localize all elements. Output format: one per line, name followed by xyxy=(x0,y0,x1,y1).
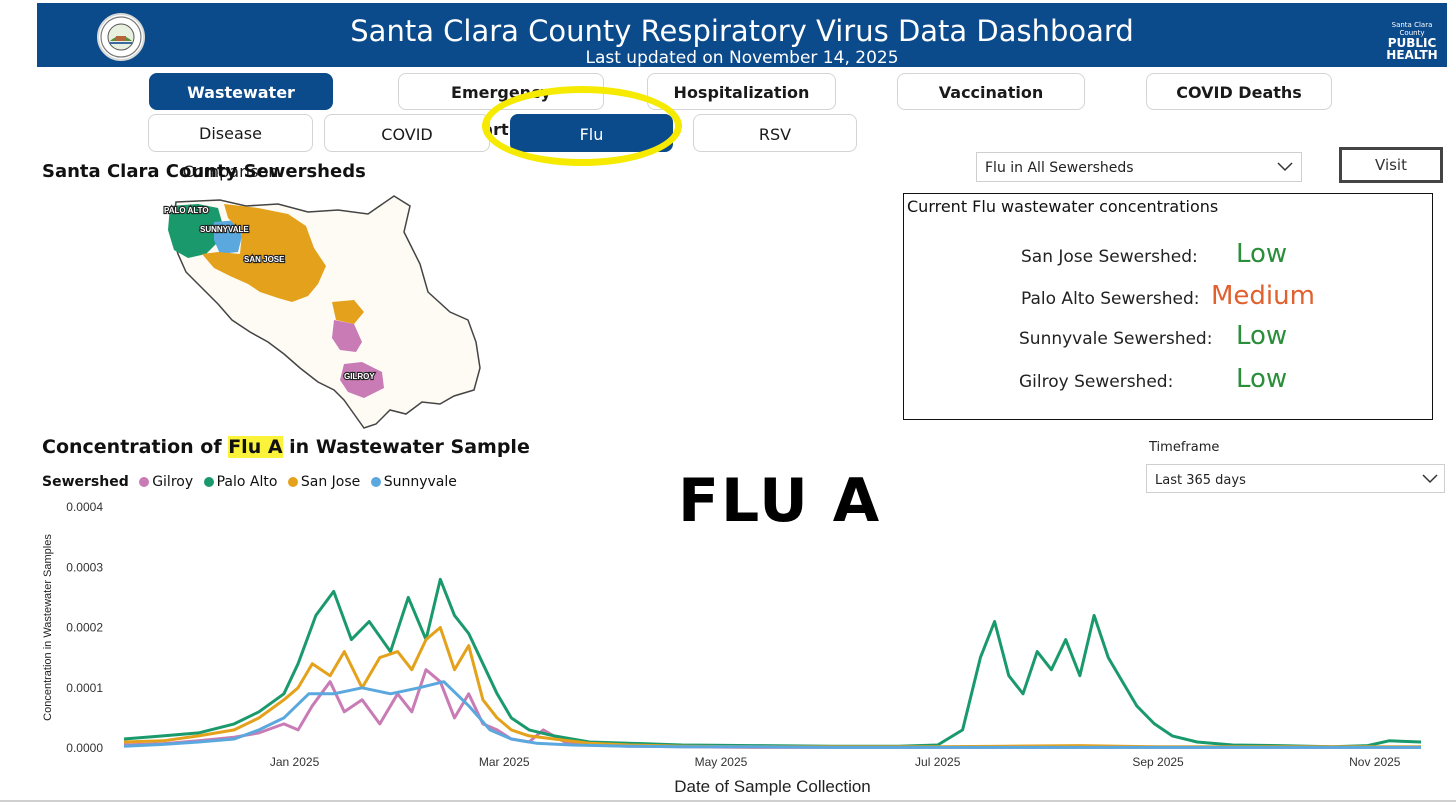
timeframe-label: Timeframe xyxy=(1149,440,1220,455)
dashboard-title: Santa Clara County Respiratory Virus Dat… xyxy=(350,14,1134,48)
legend-item-san-jose[interactable]: San Jose xyxy=(287,474,361,490)
legend-title: Sewershed xyxy=(42,474,129,490)
tab-rsv[interactable]: RSV xyxy=(693,114,857,152)
gilroy-map-label: GILROY xyxy=(344,372,375,381)
y-tick-label: 0.0002 xyxy=(66,621,103,635)
gilroy-row-label: Gilroy Sewershed: xyxy=(1019,372,1174,392)
chart-title: Concentration of Flu A in Wastewater Sam… xyxy=(42,436,530,458)
morgan-hill-sewershed xyxy=(332,300,364,324)
chevron-down-icon xyxy=(1277,162,1293,172)
tab-covid-deaths[interactable]: COVID Deaths xyxy=(1146,73,1332,110)
y-axis-title: Concentration in Wastewater Samples xyxy=(42,534,54,721)
sewershed-dropdown[interactable]: Flu in All Sewersheds xyxy=(976,152,1302,182)
tab-disease-comparison[interactable]: Disease Comparison xyxy=(148,114,313,181)
palo-alto-level: Medium xyxy=(1211,281,1315,311)
legend-item-palo-alto[interactable]: Palo Alto xyxy=(203,474,278,490)
dashboard-header: Santa Clara County Respiratory Virus Dat… xyxy=(37,3,1447,68)
page-bottom-divider xyxy=(0,800,1456,802)
tab-emergency-department[interactable]: Emergency Department xyxy=(398,73,604,139)
palo-alto-map-label: PALO ALTO xyxy=(164,206,209,215)
public-health-logo-county: Santa Clara County xyxy=(1391,21,1433,37)
tab-vaccination[interactable]: Vaccination xyxy=(897,73,1085,110)
gilroy-level: Low xyxy=(1236,364,1288,394)
flu-a-overlay-text: FLU A xyxy=(678,466,882,536)
legend-item-gilroy[interactable]: Gilroy xyxy=(139,474,193,490)
series-line-palo-alto xyxy=(123,577,1422,749)
legend-dot-palo-alto xyxy=(203,477,214,487)
san-jose-sewershed xyxy=(202,204,326,302)
last-updated-text: Last updated on November 14, 2025 xyxy=(585,48,899,68)
sewersheds-map: PALO ALTO SUNNYVALE SAN JOSE GILROY xyxy=(163,195,481,429)
chart-legend: Sewershed Gilroy Palo Alto San Jose Sunn… xyxy=(42,474,463,490)
timeframe-dropdown[interactable]: Last 365 days xyxy=(1146,464,1445,493)
legend-dot-san-jose xyxy=(287,477,298,487)
concentrations-panel-title: Current Flu wastewater concentrations xyxy=(907,197,1219,216)
x-tick-label: Sep 2025 xyxy=(1132,755,1184,769)
tab-flu[interactable]: Flu xyxy=(510,114,673,152)
x-tick-label: Mar 2025 xyxy=(479,755,530,769)
tab-hospitalization[interactable]: Hospitalization xyxy=(647,73,836,110)
legend-dot-gilroy xyxy=(139,477,150,487)
y-tick-label: 0.0003 xyxy=(66,560,103,574)
y-tick-label: 0.0000 xyxy=(66,741,103,755)
legend-item-sunnyvale[interactable]: Sunnyvale xyxy=(370,474,457,490)
x-tick-label: May 2025 xyxy=(695,755,748,769)
gilroy-sewershed xyxy=(332,320,384,398)
series-line-sunnyvale xyxy=(123,680,1421,749)
sewershed-dropdown-value: Flu in All Sewersheds xyxy=(985,160,1134,176)
chart-title-suffix: in Wastewater Sample xyxy=(282,436,530,458)
visit-button[interactable]: Visit xyxy=(1339,147,1443,183)
legend-label-gilroy: Gilroy xyxy=(152,474,194,490)
public-health-logo-line2: HEALTH xyxy=(1386,48,1438,62)
sunnyvale-level: Low xyxy=(1236,321,1288,351)
palo-alto-sewershed xyxy=(168,204,222,258)
chart-title-prefix: Concentration of xyxy=(42,436,229,458)
sunnyvale-map-label: SUNNYVALE xyxy=(200,225,249,234)
legend-dot-sunnyvale xyxy=(370,477,381,487)
public-health-logo: Santa Clara County PUBLIC HEALTH xyxy=(1381,21,1443,61)
legend-label-palo-alto: Palo Alto xyxy=(216,474,278,490)
y-tick-label: 0.0004 xyxy=(66,500,103,514)
y-tick-label: 0.0001 xyxy=(66,681,103,695)
series-line-gilroy xyxy=(123,668,1421,749)
public-health-logo-line1: PUBLIC xyxy=(1387,36,1437,50)
chevron-down-icon xyxy=(1422,474,1438,484)
x-axis-title: Date of Sample Collection xyxy=(674,777,871,796)
flu-a-concentration-chart: 0.0000 0.0001 0.0002 0.0003 0.0004 Jan 2025 Ma… xyxy=(42,500,1422,796)
x-tick-label: Nov 2025 xyxy=(1349,755,1401,769)
sunnyvale-row-label: Sunnyvale Sewershed: xyxy=(1019,329,1213,349)
san-jose-map-label: SAN JOSE xyxy=(244,255,285,264)
san-jose-level: Low xyxy=(1236,239,1288,269)
county-seal-logo xyxy=(97,13,145,61)
san-jose-row-label: San Jose Sewershed: xyxy=(1021,247,1198,267)
sewersheds-map-title: Santa Clara County Sewersheds xyxy=(42,161,366,182)
series-line-san-jose xyxy=(123,626,1421,749)
x-tick-label: Jan 2025 xyxy=(270,755,320,769)
palo-alto-row-label: Palo Alto Sewershed: xyxy=(1021,289,1200,309)
current-concentrations-panel: Current Flu wastewater concentrations Sa… xyxy=(903,193,1433,420)
legend-label-san-jose: San Jose xyxy=(300,474,361,490)
x-tick-label: Jul 2025 xyxy=(915,755,961,769)
legend-label-sunnyvale: Sunnyvale xyxy=(383,474,457,490)
chart-title-highlight: Flu A xyxy=(228,436,283,458)
timeframe-dropdown-value: Last 365 days xyxy=(1155,473,1246,488)
tab-covid[interactable]: COVID xyxy=(324,114,490,152)
tab-wastewater[interactable]: Wastewater xyxy=(149,73,333,110)
sunnyvale-sewershed xyxy=(214,220,242,254)
